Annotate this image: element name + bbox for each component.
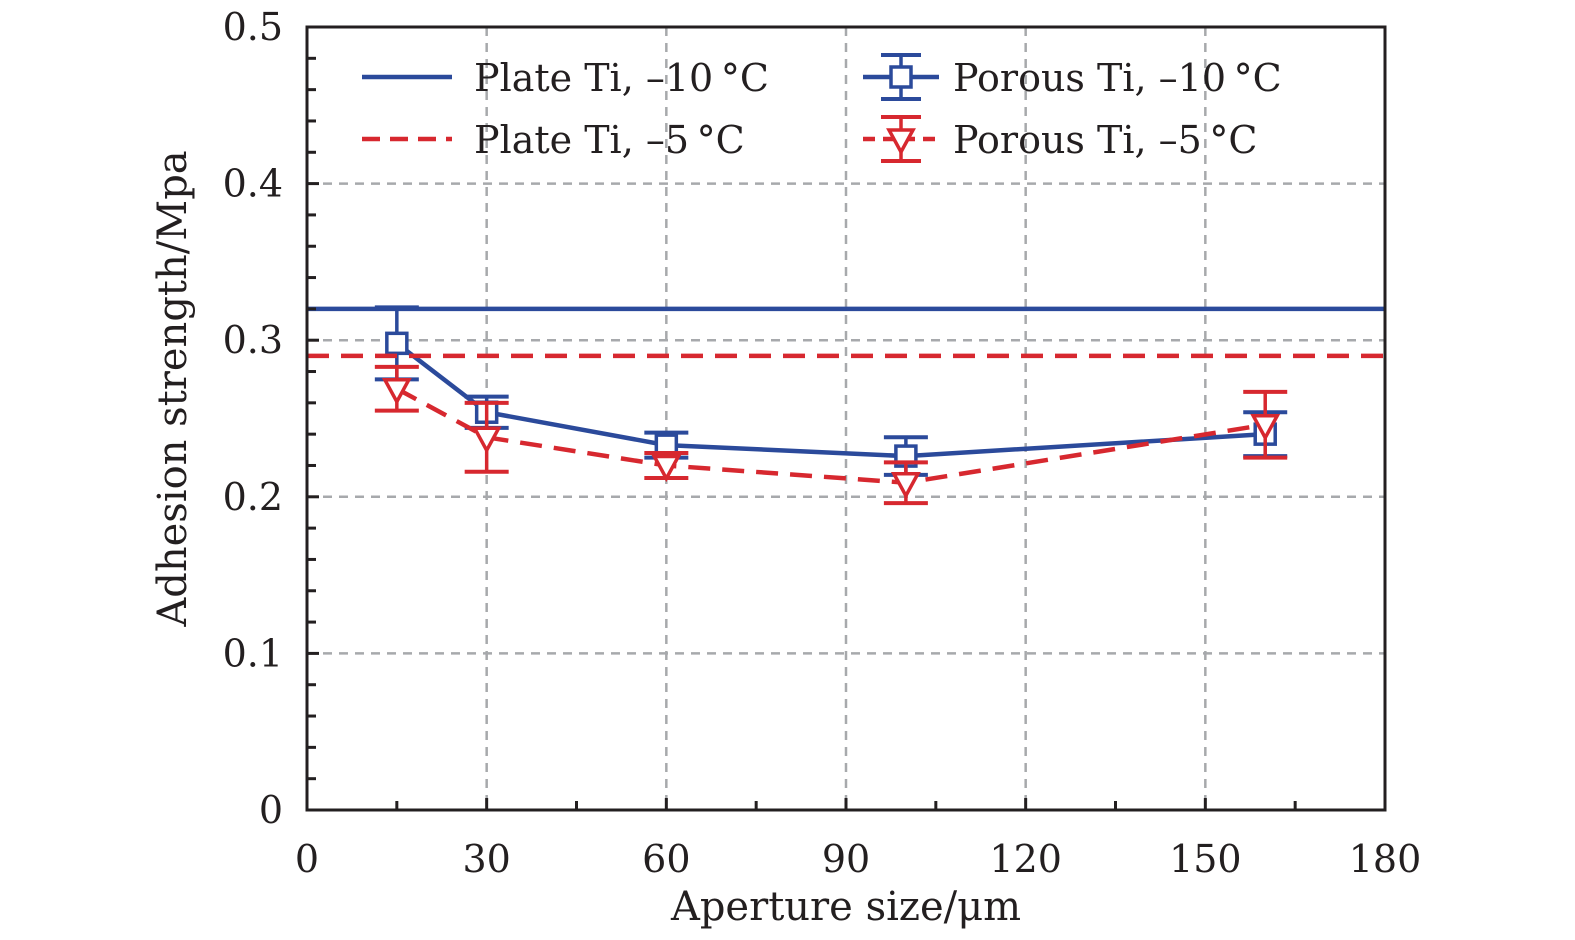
y-tick-label: 0.2 (223, 475, 283, 519)
legend-item: Plate Ti, –10 °C (362, 56, 769, 100)
data-point-triangle (651, 454, 682, 483)
x-tick-label: 120 (989, 837, 1062, 881)
axes: 0 30 60 90 120 150 180 0 0.1 0.2 0.3 0.4 0.5 (223, 5, 1422, 881)
data-point-square (385, 331, 409, 356)
legend: Plate Ti, –10 °C Porous Ti, –10 °C Plate T… (362, 53, 1282, 163)
grid (307, 27, 1385, 810)
data-point-triangle (471, 426, 502, 454)
x-tick-label: 180 (1349, 837, 1422, 881)
series-layer (307, 305, 1385, 506)
legend-marker-triangle (886, 128, 916, 156)
x-tick-label: 90 (822, 837, 870, 881)
x-tick-label: 60 (642, 837, 690, 881)
y-tick-label: 0.3 (223, 318, 283, 362)
legend-item: Plate Ti, –5 °C (362, 118, 745, 162)
y-tick-label: 0.1 (223, 631, 283, 675)
y-tick-label: 0 (259, 788, 283, 832)
legend-label: Plate Ti, –10 °C (474, 56, 769, 100)
data-point-triangle (1250, 414, 1281, 442)
data-point-triangle (890, 471, 921, 500)
legend-item: Porous Ti, –10 °C (863, 53, 1282, 101)
y-tick-label: 0.5 (223, 5, 283, 49)
x-tick-label: 0 (295, 837, 319, 881)
y-tick-label: 0.4 (223, 162, 283, 206)
series-line-1 (395, 341, 1266, 459)
y-axis-title: Adhesion strength/Mpa (150, 150, 196, 627)
x-tick-label: 150 (1169, 837, 1242, 881)
legend-label: Plate Ti, –5 °C (474, 118, 745, 162)
x-axis-title: Aperture size/μm (670, 884, 1021, 930)
legend-item: Porous Ti, –5 °C (863, 115, 1258, 163)
legend-label: Porous Ti, –10 °C (953, 56, 1282, 100)
series-line-3 (395, 386, 1266, 485)
data-point-triangle (381, 377, 412, 406)
legend-marker-square (889, 65, 913, 89)
x-tick-label: 30 (462, 837, 510, 881)
legend-label: Porous Ti, –5 °C (953, 118, 1258, 162)
